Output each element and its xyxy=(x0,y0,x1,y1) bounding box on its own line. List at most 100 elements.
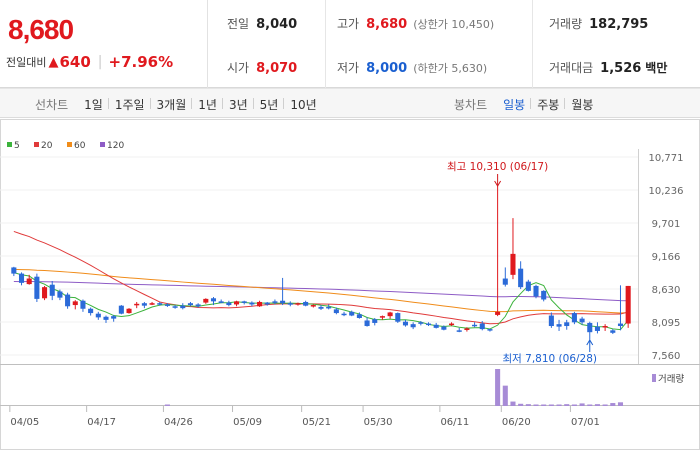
legend-label-20: 20 xyxy=(41,141,53,151)
candle-body xyxy=(333,309,339,314)
stats-column-2: 고가 8,680 (상한가 10,450) 저가 8,000 (하한가 5,63… xyxy=(327,0,533,88)
tab-5year[interactable]: 5년 xyxy=(252,96,285,113)
y-tick-label: 9,701 xyxy=(652,219,681,230)
prev-close-label: 전일 xyxy=(227,17,250,31)
candle-body xyxy=(65,294,71,307)
x-tick-label: 04/05 xyxy=(10,417,39,428)
candle-body xyxy=(249,302,255,305)
candle-body xyxy=(203,298,209,303)
candle-body xyxy=(11,267,17,274)
volume-bar xyxy=(541,404,547,406)
y-tick-label: 8,630 xyxy=(652,285,681,296)
volume-bar xyxy=(564,404,570,406)
volume-bar xyxy=(495,369,501,406)
tab-1day[interactable]: 1일 xyxy=(84,97,103,112)
stats-column-3: 거래량 182,795 거래대금 1,526 백만 xyxy=(534,0,700,88)
candle-body xyxy=(548,315,554,327)
candle-body xyxy=(379,316,385,318)
candle-body xyxy=(157,303,163,305)
tab-daily[interactable]: 일봉 xyxy=(503,97,526,112)
prev-close: 전일 8,040 xyxy=(227,15,297,32)
quote-panel: 8,680 전일대비 ▲ 640 | +7.96% 전일 8,040 시가 8,… xyxy=(0,0,700,88)
low-arrow-icon xyxy=(586,339,594,346)
legend-label-60: 60 xyxy=(74,141,86,151)
candle-body xyxy=(118,305,124,314)
up-arrow-icon: ▲ xyxy=(48,54,59,70)
candle-body xyxy=(103,316,109,320)
candle-body xyxy=(218,301,224,303)
legend-swatch-60 xyxy=(67,142,72,147)
tab-weekly[interactable]: 주봉 xyxy=(530,96,565,113)
volume-bar xyxy=(587,404,593,406)
x-tick-label: 05/09 xyxy=(233,417,262,428)
tab-1year[interactable]: 1년 xyxy=(191,96,223,113)
y-tick-label: 9,166 xyxy=(652,252,681,263)
candle-body xyxy=(441,326,447,330)
candle-body xyxy=(464,328,470,330)
candle-body xyxy=(326,306,332,309)
candle-body xyxy=(295,303,301,305)
candle-body xyxy=(233,301,240,305)
tab-3month[interactable]: 3개월 xyxy=(149,96,193,113)
x-tick-label: 06/11 xyxy=(440,417,469,428)
candle-body xyxy=(617,323,624,327)
high-label: 고가 xyxy=(337,17,360,31)
candle-body xyxy=(141,303,147,306)
change-label: 전일대비 xyxy=(6,56,47,69)
candle-body xyxy=(456,330,462,332)
low-price: 저가 8,000 (하한가 5,630) xyxy=(337,59,487,76)
candle-body xyxy=(495,311,501,315)
candle-body xyxy=(418,322,424,324)
upper-limit: (상한가 10,450) xyxy=(413,18,495,31)
candle-body xyxy=(487,329,493,331)
legend-label-120: 120 xyxy=(107,141,124,151)
ma120-line xyxy=(13,281,629,302)
open-value: 8,070 xyxy=(256,61,298,76)
low-label: 저가 xyxy=(337,61,360,75)
volume: 거래량 182,795 xyxy=(549,15,648,32)
candle-body xyxy=(533,285,539,297)
candle-body xyxy=(264,302,270,305)
candle-body xyxy=(34,276,40,299)
tab-monthly[interactable]: 월봉 xyxy=(564,96,599,113)
candle-body xyxy=(449,323,455,326)
volume-bar xyxy=(502,385,508,406)
x-tick-label: 05/30 xyxy=(364,417,393,428)
candle-body xyxy=(402,321,409,326)
candle-body xyxy=(134,303,140,306)
volume-bar xyxy=(610,403,616,406)
x-tick-label: 07/01 xyxy=(571,417,600,428)
open-price: 시가 8,070 xyxy=(227,59,297,76)
candle-body xyxy=(72,301,78,306)
volume-bar xyxy=(533,404,539,406)
tab-1week[interactable]: 1주일 xyxy=(107,96,151,113)
x-tick-label: 05/21 xyxy=(302,417,331,428)
open-label: 시가 xyxy=(227,61,250,75)
candle-body xyxy=(287,303,293,305)
legend-swatch-120 xyxy=(100,142,105,147)
candle-body xyxy=(42,287,48,299)
candle-body xyxy=(172,306,178,308)
candle-body xyxy=(518,268,524,288)
volume-bar xyxy=(548,404,554,406)
change-value: 640 xyxy=(59,53,91,71)
candle-body xyxy=(395,313,401,322)
candle-body xyxy=(594,326,600,331)
candle-body xyxy=(387,312,393,317)
stats-column-1: 전일 8,040 시가 8,070 xyxy=(209,0,326,88)
volume-legend-swatch xyxy=(652,374,656,382)
volume-bar xyxy=(617,402,624,406)
price-box: 8,680 전일대비 ▲ 640 | +7.96% xyxy=(0,0,208,88)
candle-body xyxy=(303,301,309,306)
x-tick-label: 04/17 xyxy=(87,417,116,428)
chart-frame xyxy=(0,119,700,450)
volume-bar xyxy=(556,404,562,406)
trade-value: 거래대금 1,526 백만 xyxy=(549,59,667,76)
candle-body xyxy=(510,253,516,275)
tab-10year[interactable]: 10년 xyxy=(283,96,322,113)
y-tick-label: 8,095 xyxy=(652,318,681,329)
candle-chart-title: 봉차트 xyxy=(454,97,488,112)
tab-3year[interactable]: 3년 xyxy=(221,96,254,113)
candle-body xyxy=(318,306,324,309)
candle-body xyxy=(126,308,132,314)
